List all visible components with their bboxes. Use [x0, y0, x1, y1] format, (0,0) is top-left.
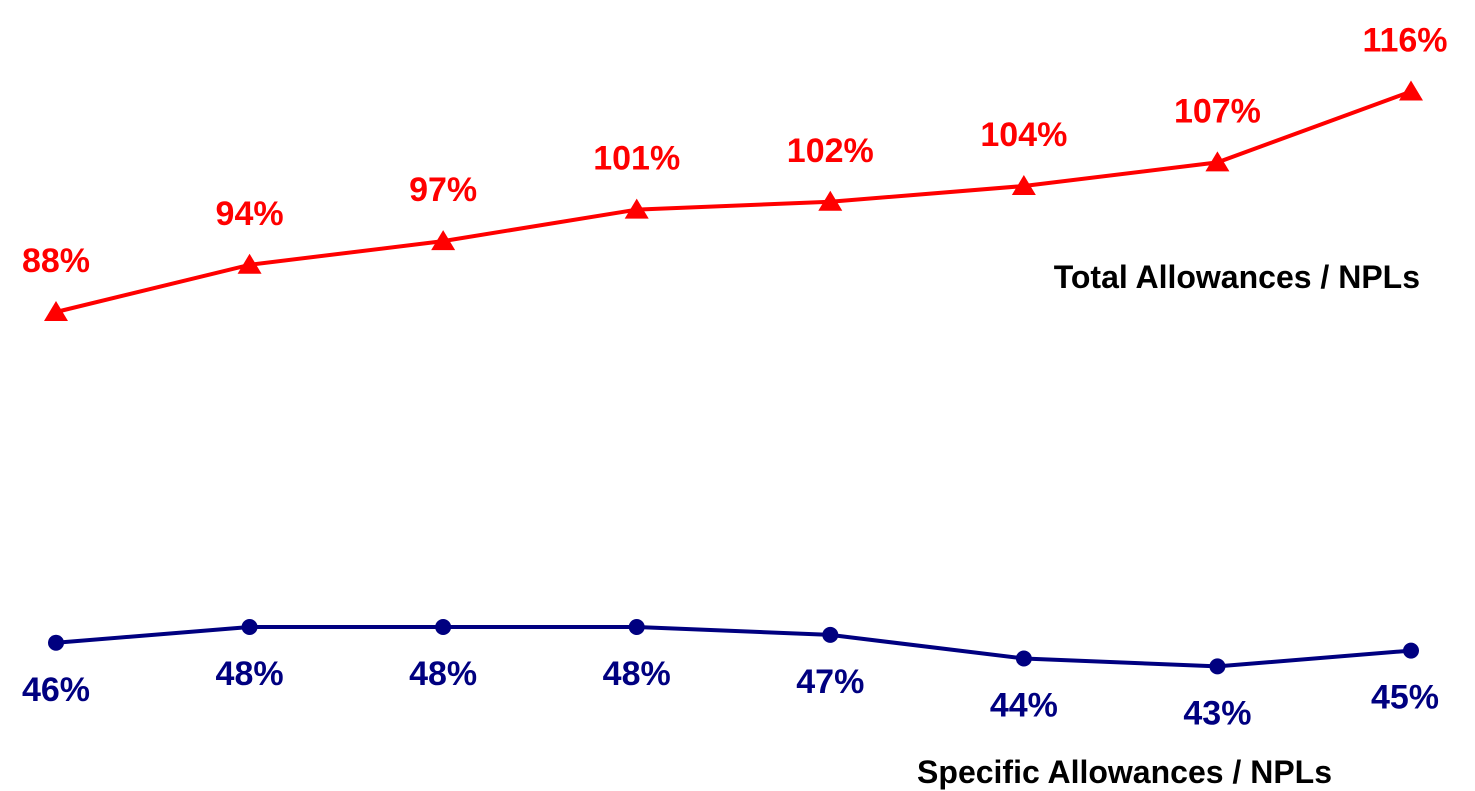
- data-label-1-5: 102%: [787, 132, 874, 170]
- data-point-2-2: [242, 619, 258, 635]
- series-name-specific-allowances: Specific Allowances / NPLs: [917, 754, 1332, 790]
- data-point-2-7: [1209, 658, 1225, 674]
- data-label-1-7: 107%: [1174, 92, 1261, 130]
- data-label-2-6: 44%: [990, 687, 1058, 725]
- data-point-2-5: [822, 627, 838, 643]
- data-label-2-7: 43%: [1183, 694, 1251, 732]
- data-label-1-6: 104%: [980, 116, 1067, 154]
- data-point-2-3: [435, 619, 451, 635]
- data-point-2-4: [629, 619, 645, 635]
- series-name-total-allowances: Total Allowances / NPLs: [1054, 259, 1420, 295]
- data-label-1-2: 94%: [216, 195, 284, 233]
- data-label-2-5: 47%: [796, 663, 864, 701]
- data-label-2-8: 45%: [1371, 679, 1439, 717]
- data-point-2-1: [48, 635, 64, 651]
- data-label-1-4: 101%: [593, 140, 680, 178]
- data-label-1-1: 88%: [22, 242, 90, 280]
- data-label-2-1: 46%: [22, 671, 90, 709]
- data-label-2-2: 48%: [216, 655, 284, 693]
- series-2: 46% 48% 48% 48% 47% 44% 43% 45%: [22, 619, 1439, 732]
- data-point-2-6: [1016, 651, 1032, 667]
- data-label-1-3: 97%: [409, 171, 477, 209]
- data-label-1-8: 116%: [1362, 22, 1447, 60]
- data-label-2-4: 48%: [603, 655, 671, 693]
- data-point-2-8: [1403, 643, 1419, 659]
- data-label-2-3: 48%: [409, 655, 477, 693]
- data-point-1-8: [1399, 81, 1423, 101]
